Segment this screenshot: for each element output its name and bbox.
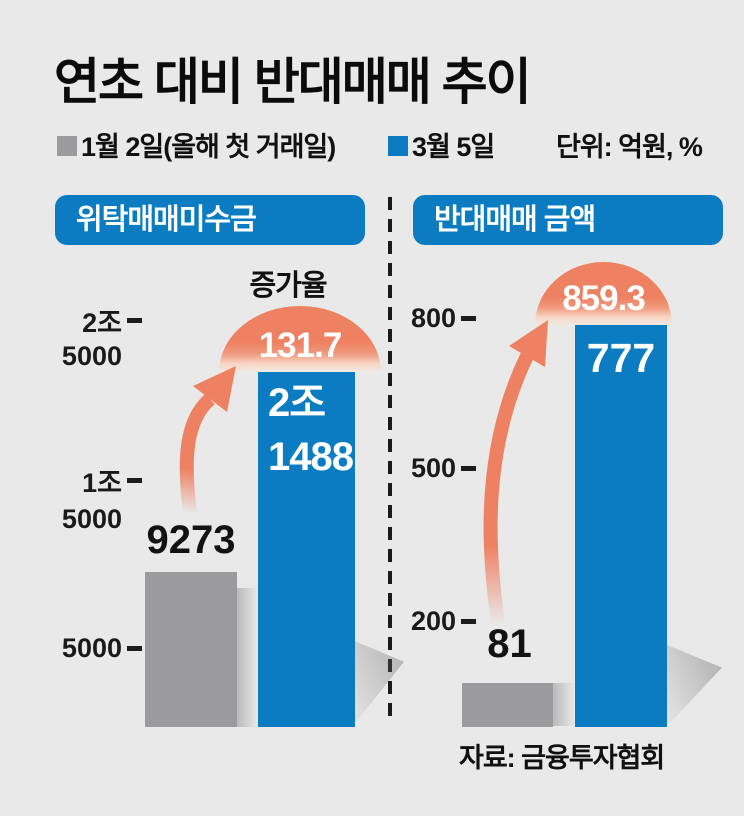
tick-dash — [127, 645, 142, 651]
growth-dome-right: 859.3 — [535, 262, 672, 325]
bar-value-label: 81 — [487, 622, 532, 666]
legend-label-mar: 3월 5일 — [412, 132, 495, 162]
y-tick-text: 800 — [410, 302, 456, 333]
y-tick-text: 2조 — [82, 307, 122, 338]
y-tick-right-500: 500 — [398, 453, 476, 483]
y-tick-text: 1조 — [82, 467, 122, 498]
panel-header-left: 위탁매매미수금 — [55, 195, 365, 245]
y-tick-text: 500 — [410, 452, 456, 483]
bar-value-label: 9273 — [146, 518, 236, 562]
tick-dash — [461, 618, 476, 624]
bar-mar-left: 2조 1488 — [258, 370, 355, 727]
panel-header-right: 반대매매 금액 — [413, 195, 723, 245]
y-tick-left-5000c: 5000 — [38, 633, 142, 663]
legend-swatch-jan — [57, 136, 77, 156]
y-tick-right-200: 200 — [398, 606, 476, 636]
bar-jan-right — [462, 683, 553, 727]
y-tick-text: 5000 — [61, 503, 122, 534]
bar-jan-left — [145, 572, 237, 727]
tick-dash — [127, 317, 142, 323]
y-tick-left-1jo: 1조 — [38, 465, 142, 498]
bar-value-line1: 2조 — [268, 381, 326, 425]
y-tick-text: 200 — [410, 605, 456, 636]
source-label: 자료: 금융투자협회 — [459, 743, 665, 773]
bar-mar-right: 777 — [575, 325, 667, 727]
y-tick-left-5000b: 5000 — [38, 504, 142, 534]
divider-dashed-line — [388, 197, 392, 724]
legend-label-jan: 1월 2일(올해 첫 거래일) — [81, 132, 336, 162]
bar-value-label: 777 — [586, 335, 656, 381]
growth-rate-value: 859.3 — [562, 279, 646, 318]
growth-arrow-left — [179, 366, 236, 513]
bar-value-line2: 1488 — [268, 435, 354, 479]
bar-value-label: 2조 1488 — [258, 370, 355, 484]
y-tick-right-800: 800 — [398, 303, 476, 333]
y-tick-text: 5000 — [61, 340, 122, 371]
y-tick-left-5000a: 5000 — [38, 341, 142, 371]
growth-rate-value: 131.7 — [258, 326, 343, 365]
bar-shadow — [237, 588, 258, 727]
y-tick-text: 5000 — [61, 632, 122, 663]
growth-arrow-right — [483, 320, 548, 624]
y-tick-left-2jo: 2조 — [38, 305, 142, 338]
growth-dome-left: 131.7 — [219, 306, 381, 372]
bar-shadow — [352, 640, 404, 727]
bar-shadow — [553, 683, 575, 726]
bar-shadow — [667, 645, 722, 726]
growth-rate-caption: 증가율 — [249, 270, 327, 302]
tick-dash — [127, 477, 142, 483]
chart-title: 연초 대비 반대매매 추이 — [54, 54, 532, 110]
tick-dash — [461, 315, 476, 321]
legend-swatch-mar — [388, 136, 408, 156]
tick-dash — [461, 465, 476, 471]
unit-label: 단위: 억원, % — [556, 132, 703, 162]
